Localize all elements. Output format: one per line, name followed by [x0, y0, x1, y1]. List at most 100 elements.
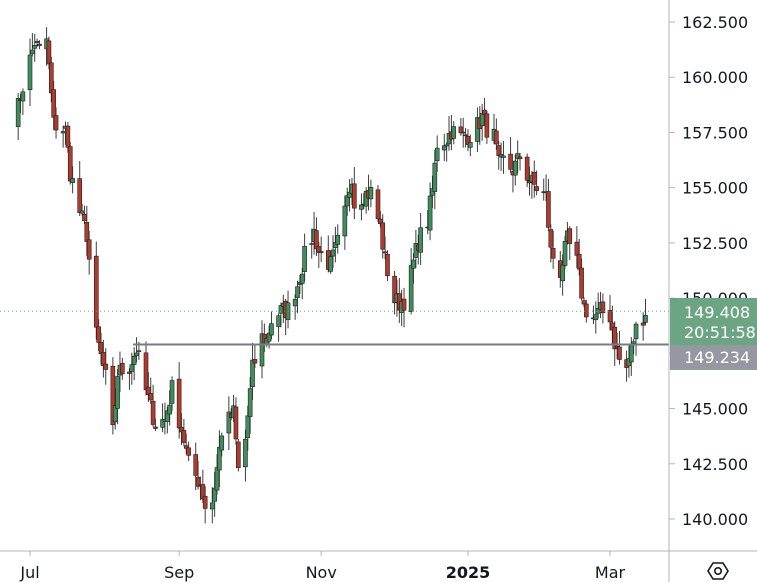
candle-down — [181, 430, 187, 443]
candle-up — [342, 205, 348, 237]
chart-settings-button[interactable] — [706, 560, 730, 582]
candle-down — [202, 495, 208, 509]
candle-down — [617, 346, 622, 360]
candle-down — [103, 363, 109, 370]
candle-up — [330, 249, 336, 257]
candle-up — [427, 195, 433, 231]
candle-up — [292, 299, 298, 307]
candle-up — [328, 256, 333, 272]
candle-up — [359, 204, 364, 210]
candle-down — [193, 454, 199, 476]
bar-countdown-label: 20:51:58 — [684, 323, 756, 342]
candle-up — [629, 343, 634, 363]
candle-down — [548, 229, 554, 248]
candle-up — [434, 147, 440, 162]
candle-down — [612, 326, 618, 350]
candle-up — [368, 186, 374, 200]
candle-down — [65, 125, 71, 148]
price-tick-label: 160.000 — [682, 68, 748, 87]
candle-up — [295, 286, 300, 298]
candle-down — [576, 253, 582, 270]
candle-down — [37, 43, 42, 46]
candle-down — [86, 239, 92, 260]
candle-down — [51, 89, 56, 118]
candle-down — [463, 134, 468, 137]
candle-up — [27, 54, 33, 90]
last-price-tag-background — [670, 298, 757, 345]
candles — [15, 27, 648, 524]
candle-down — [531, 171, 537, 185]
candle-down — [546, 191, 551, 228]
candle-down — [401, 298, 407, 311]
candle-up — [32, 44, 38, 49]
candle-up — [129, 364, 135, 372]
candle-down — [352, 183, 357, 209]
candle-up — [217, 446, 222, 471]
settings-icon — [707, 562, 729, 580]
candle-down — [517, 156, 523, 160]
candle-down — [607, 310, 613, 323]
time-tick-label: Mar — [595, 563, 626, 582]
price-axis[interactable]: 162.500160.000157.500155.000152.500150.0… — [668, 0, 748, 582]
candle-up — [411, 259, 416, 269]
price-tick-label: 162.500 — [682, 13, 748, 32]
candle-up — [214, 467, 220, 491]
candle-down — [120, 362, 125, 375]
candle-down — [176, 378, 182, 429]
candle-down — [494, 130, 499, 145]
candle-up — [245, 415, 251, 438]
candle-up — [20, 91, 26, 102]
last-price-tag: 149.408 20:51:58 — [670, 298, 757, 345]
candle-down — [524, 156, 530, 181]
candle-down — [143, 352, 149, 391]
last-price-label: 149.408 — [684, 303, 750, 322]
candle-up — [643, 315, 648, 323]
candle-up — [309, 243, 315, 245]
candle-up — [593, 314, 599, 321]
price-tick-label: 155.000 — [682, 179, 748, 198]
candle-up — [451, 126, 457, 139]
candle-up — [134, 352, 139, 357]
candle-up — [276, 315, 281, 327]
candle-down — [318, 251, 324, 253]
prev-price-tag: 149.234 — [670, 345, 757, 370]
candle-down — [153, 426, 158, 429]
candle-down — [82, 213, 87, 221]
candle-down — [96, 326, 101, 343]
candle-up — [79, 210, 85, 214]
price-tick-label: 157.500 — [682, 123, 748, 142]
candle-up — [299, 273, 305, 284]
candle-down — [101, 352, 106, 366]
candle-up — [136, 350, 142, 353]
candle-down — [382, 251, 388, 254]
candle-down — [600, 301, 606, 314]
prev-price-tag-background — [670, 345, 757, 370]
candle-down — [508, 153, 513, 170]
candle-up — [15, 98, 21, 127]
candle-down — [534, 186, 539, 191]
candle-up — [408, 265, 414, 312]
candle-down — [233, 406, 239, 440]
candle-up — [513, 160, 518, 176]
candle-down — [584, 303, 589, 318]
candle-down — [484, 113, 490, 138]
candle-up — [335, 234, 341, 245]
candle-up — [209, 502, 215, 510]
candle-down — [567, 228, 573, 244]
time-axis[interactable]: Jul Sep Nov 2025 Mar — [0, 550, 757, 582]
candle-down — [314, 230, 319, 250]
candle-up — [560, 264, 565, 282]
price-tick-label: 142.500 — [682, 455, 748, 474]
candle-up — [167, 404, 172, 415]
price-tick-label: 140.000 — [682, 510, 748, 529]
candle-down — [385, 253, 390, 277]
candle-up — [243, 438, 248, 468]
candle-up — [633, 323, 639, 340]
candle-down — [252, 359, 258, 364]
candle-down — [127, 371, 132, 374]
time-tick-label: Sep — [164, 563, 194, 582]
price-tick-label: 145.000 — [682, 400, 748, 419]
candle-down — [77, 178, 83, 213]
candle-down — [574, 241, 580, 256]
